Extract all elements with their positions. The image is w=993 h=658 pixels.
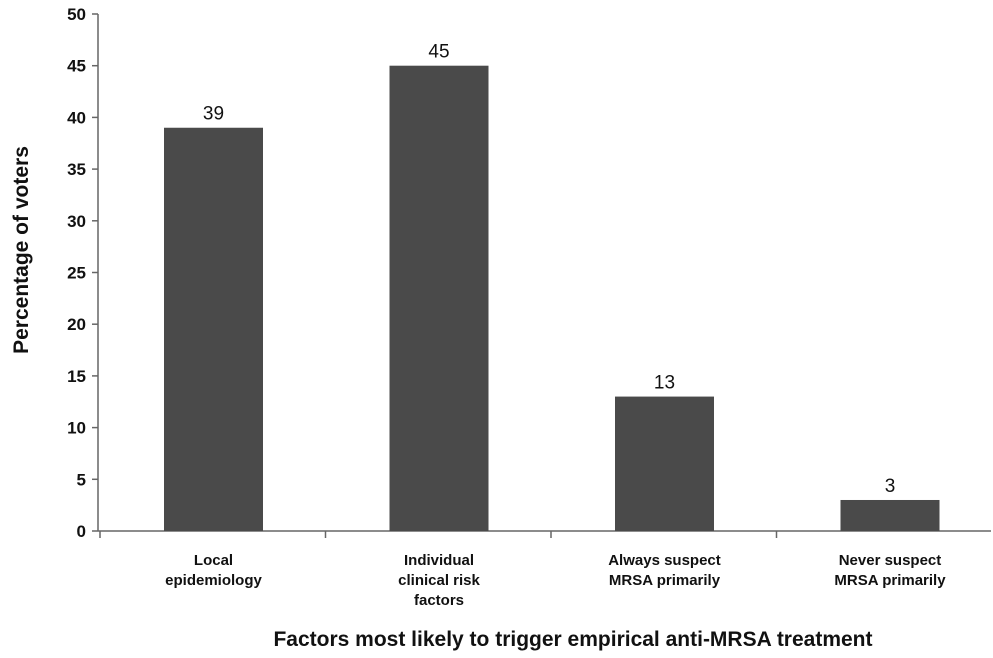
x-axis-title: Factors most likely to trigger empirical… <box>273 628 872 651</box>
bar-value-label: 45 <box>428 42 449 63</box>
bar-value-label: 13 <box>654 373 675 394</box>
y-tick-label: 40 <box>67 108 86 127</box>
y-tick-label: 45 <box>67 57 86 76</box>
y-axis: 0 5 10 15 20 25 30 35 40 45 50 <box>67 5 99 541</box>
bars <box>164 65 940 532</box>
data-labels: 39 45 13 3 <box>203 42 895 497</box>
bar <box>615 396 714 531</box>
bar <box>389 65 489 531</box>
y-tick-label: 10 <box>67 419 86 438</box>
bar-value-label: 3 <box>885 476 896 497</box>
bar <box>164 127 263 532</box>
y-tick-label: 15 <box>67 367 86 386</box>
y-axis-title: Percentage of voters <box>10 146 33 354</box>
y-tick-label: 35 <box>67 160 86 179</box>
y-tick-label: 30 <box>67 212 86 231</box>
category-label: Always suspect MRSA primarily <box>608 552 721 589</box>
category-label: Local epidemiology <box>165 552 262 589</box>
bar <box>840 499 940 531</box>
y-tick-label: 5 <box>77 470 86 489</box>
category-label: Never suspect MRSA primarily <box>834 552 946 589</box>
y-tick-label: 25 <box>67 264 86 283</box>
category-label: Individual clinical risk factors <box>398 552 480 609</box>
bar-value-label: 39 <box>203 104 224 125</box>
category-labels: Local epidemiology Individual clinical risk… <box>165 552 946 609</box>
x-axis <box>98 530 991 538</box>
y-tick-label: 50 <box>67 5 86 24</box>
y-tick-label: 20 <box>67 315 86 334</box>
y-tick-label: 0 <box>77 522 86 541</box>
